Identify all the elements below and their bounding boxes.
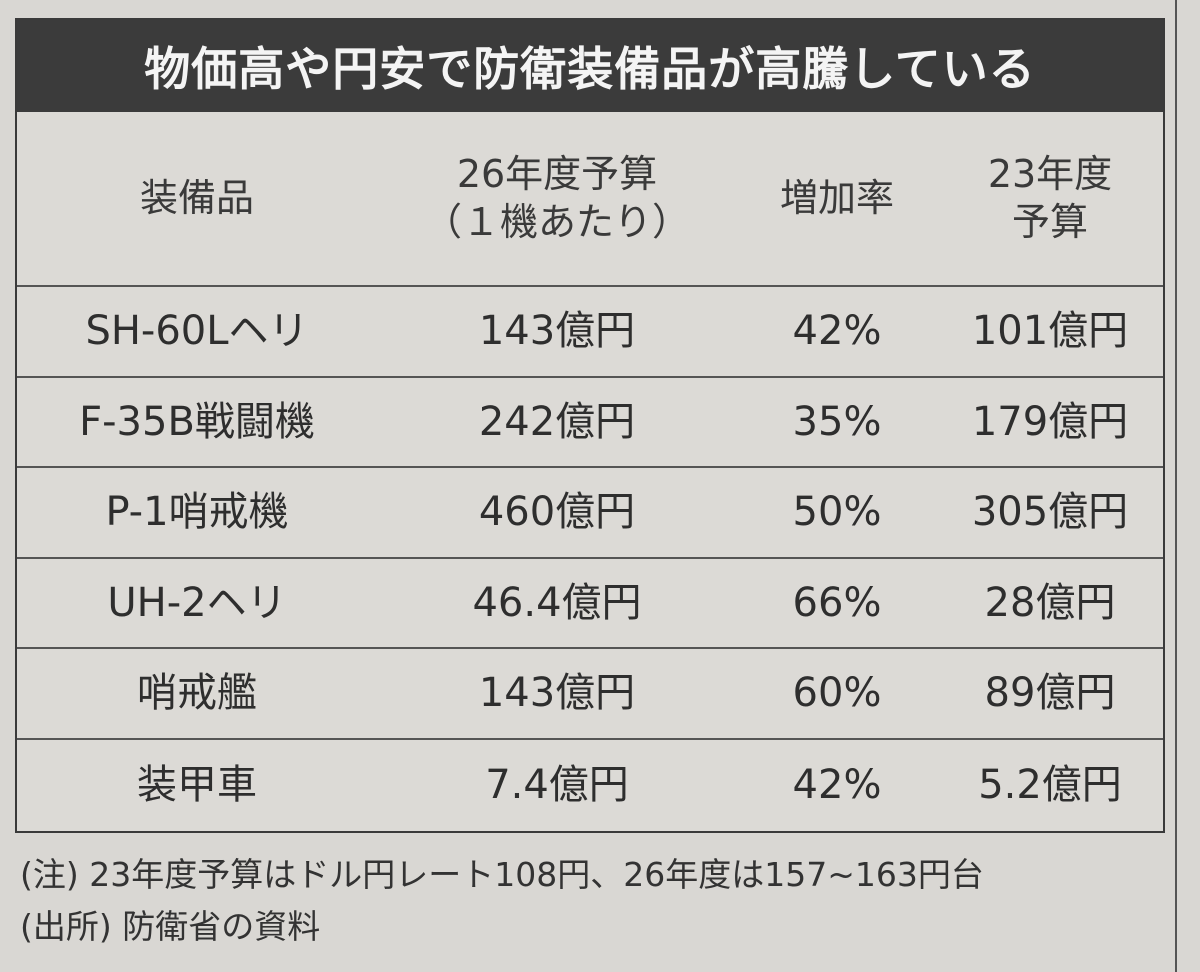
header-cell: 26年度予算 （１機あたり） (377, 112, 737, 285)
table-cell: UH-2ヘリ (107, 579, 287, 626)
header-text: 26年度予算 (456, 152, 658, 196)
table-cell: 242億円 (478, 398, 636, 445)
table-cell: 101億円 (971, 308, 1129, 355)
table-cell: 460億円 (478, 489, 636, 536)
header-text: （１機あたり） (423, 199, 690, 244)
table-cell: 89億円 (984, 670, 1116, 717)
table-title: 物価高や円安で防衛装備品が高騰している (17, 20, 1163, 112)
header-cell: 増加率 (737, 112, 937, 285)
table-cell: 哨戒艦 (137, 670, 257, 717)
table-cell: 35% (792, 398, 882, 445)
column-rule (1175, 0, 1177, 972)
table-row: 装甲車 7.4億円 42% 5.2億円 (17, 740, 1163, 831)
table-row: P-1哨戒機 460億円 50% 305億円 (17, 468, 1163, 559)
table-cell: 66% (792, 579, 882, 626)
header-cell: 23年度 予算 (937, 112, 1163, 285)
table-cell: 179億円 (971, 398, 1129, 445)
table-cell: 42% (792, 761, 882, 808)
table-cell: 7.4億円 (485, 761, 629, 808)
table-row: 哨戒艦 143億円 60% 89億円 (17, 649, 1163, 740)
source: (出所) 防衛省の資料 (20, 907, 321, 946)
table-cell: 42% (792, 308, 882, 355)
table-box: 物価高や円安で防衛装備品が高騰している 装備品 26年度予算 （１機あたり） 増加率 2… (15, 18, 1165, 833)
table-row: F-35B戦闘機 242億円 35% 179億円 (17, 378, 1163, 468)
table-cell: 28億円 (984, 579, 1116, 626)
header-text: 23年度 (987, 152, 1113, 196)
table-cell: 50% (792, 489, 882, 536)
table-cell: 60% (792, 670, 882, 717)
table-cell: F-35B戦闘機 (79, 398, 315, 445)
header-cell: 装備品 (17, 112, 377, 285)
table-cell: P-1哨戒機 (105, 489, 289, 536)
table-row: UH-2ヘリ 46.4億円 66% 28億円 (17, 559, 1163, 649)
table-cell: 305億円 (971, 489, 1129, 536)
header-text: 増加率 (779, 175, 894, 220)
table: 装備品 26年度予算 （１機あたり） 増加率 23年度 予算 SH-60Lヘリ 143億円 42… (17, 112, 1163, 830)
table-cell: 143億円 (478, 308, 636, 355)
table-cell: 5.2億円 (978, 761, 1122, 808)
table-row: SH-60Lヘリ 143億円 42% 101億円 (17, 287, 1163, 378)
header-text: 予算 (1011, 199, 1088, 244)
header-row: 装備品 26年度予算 （１機あたり） 増加率 23年度 予算 (17, 112, 1163, 287)
header-text: 装備品 (139, 175, 254, 220)
table-cell: 装甲車 (137, 761, 257, 808)
table-cell: 143億円 (478, 670, 636, 717)
table-cell: 46.4億円 (472, 579, 642, 626)
table-cell: SH-60Lヘリ (85, 308, 309, 355)
note: (注) 23年度予算はドル円レート108円、26年度は157~163円台 (20, 855, 984, 894)
